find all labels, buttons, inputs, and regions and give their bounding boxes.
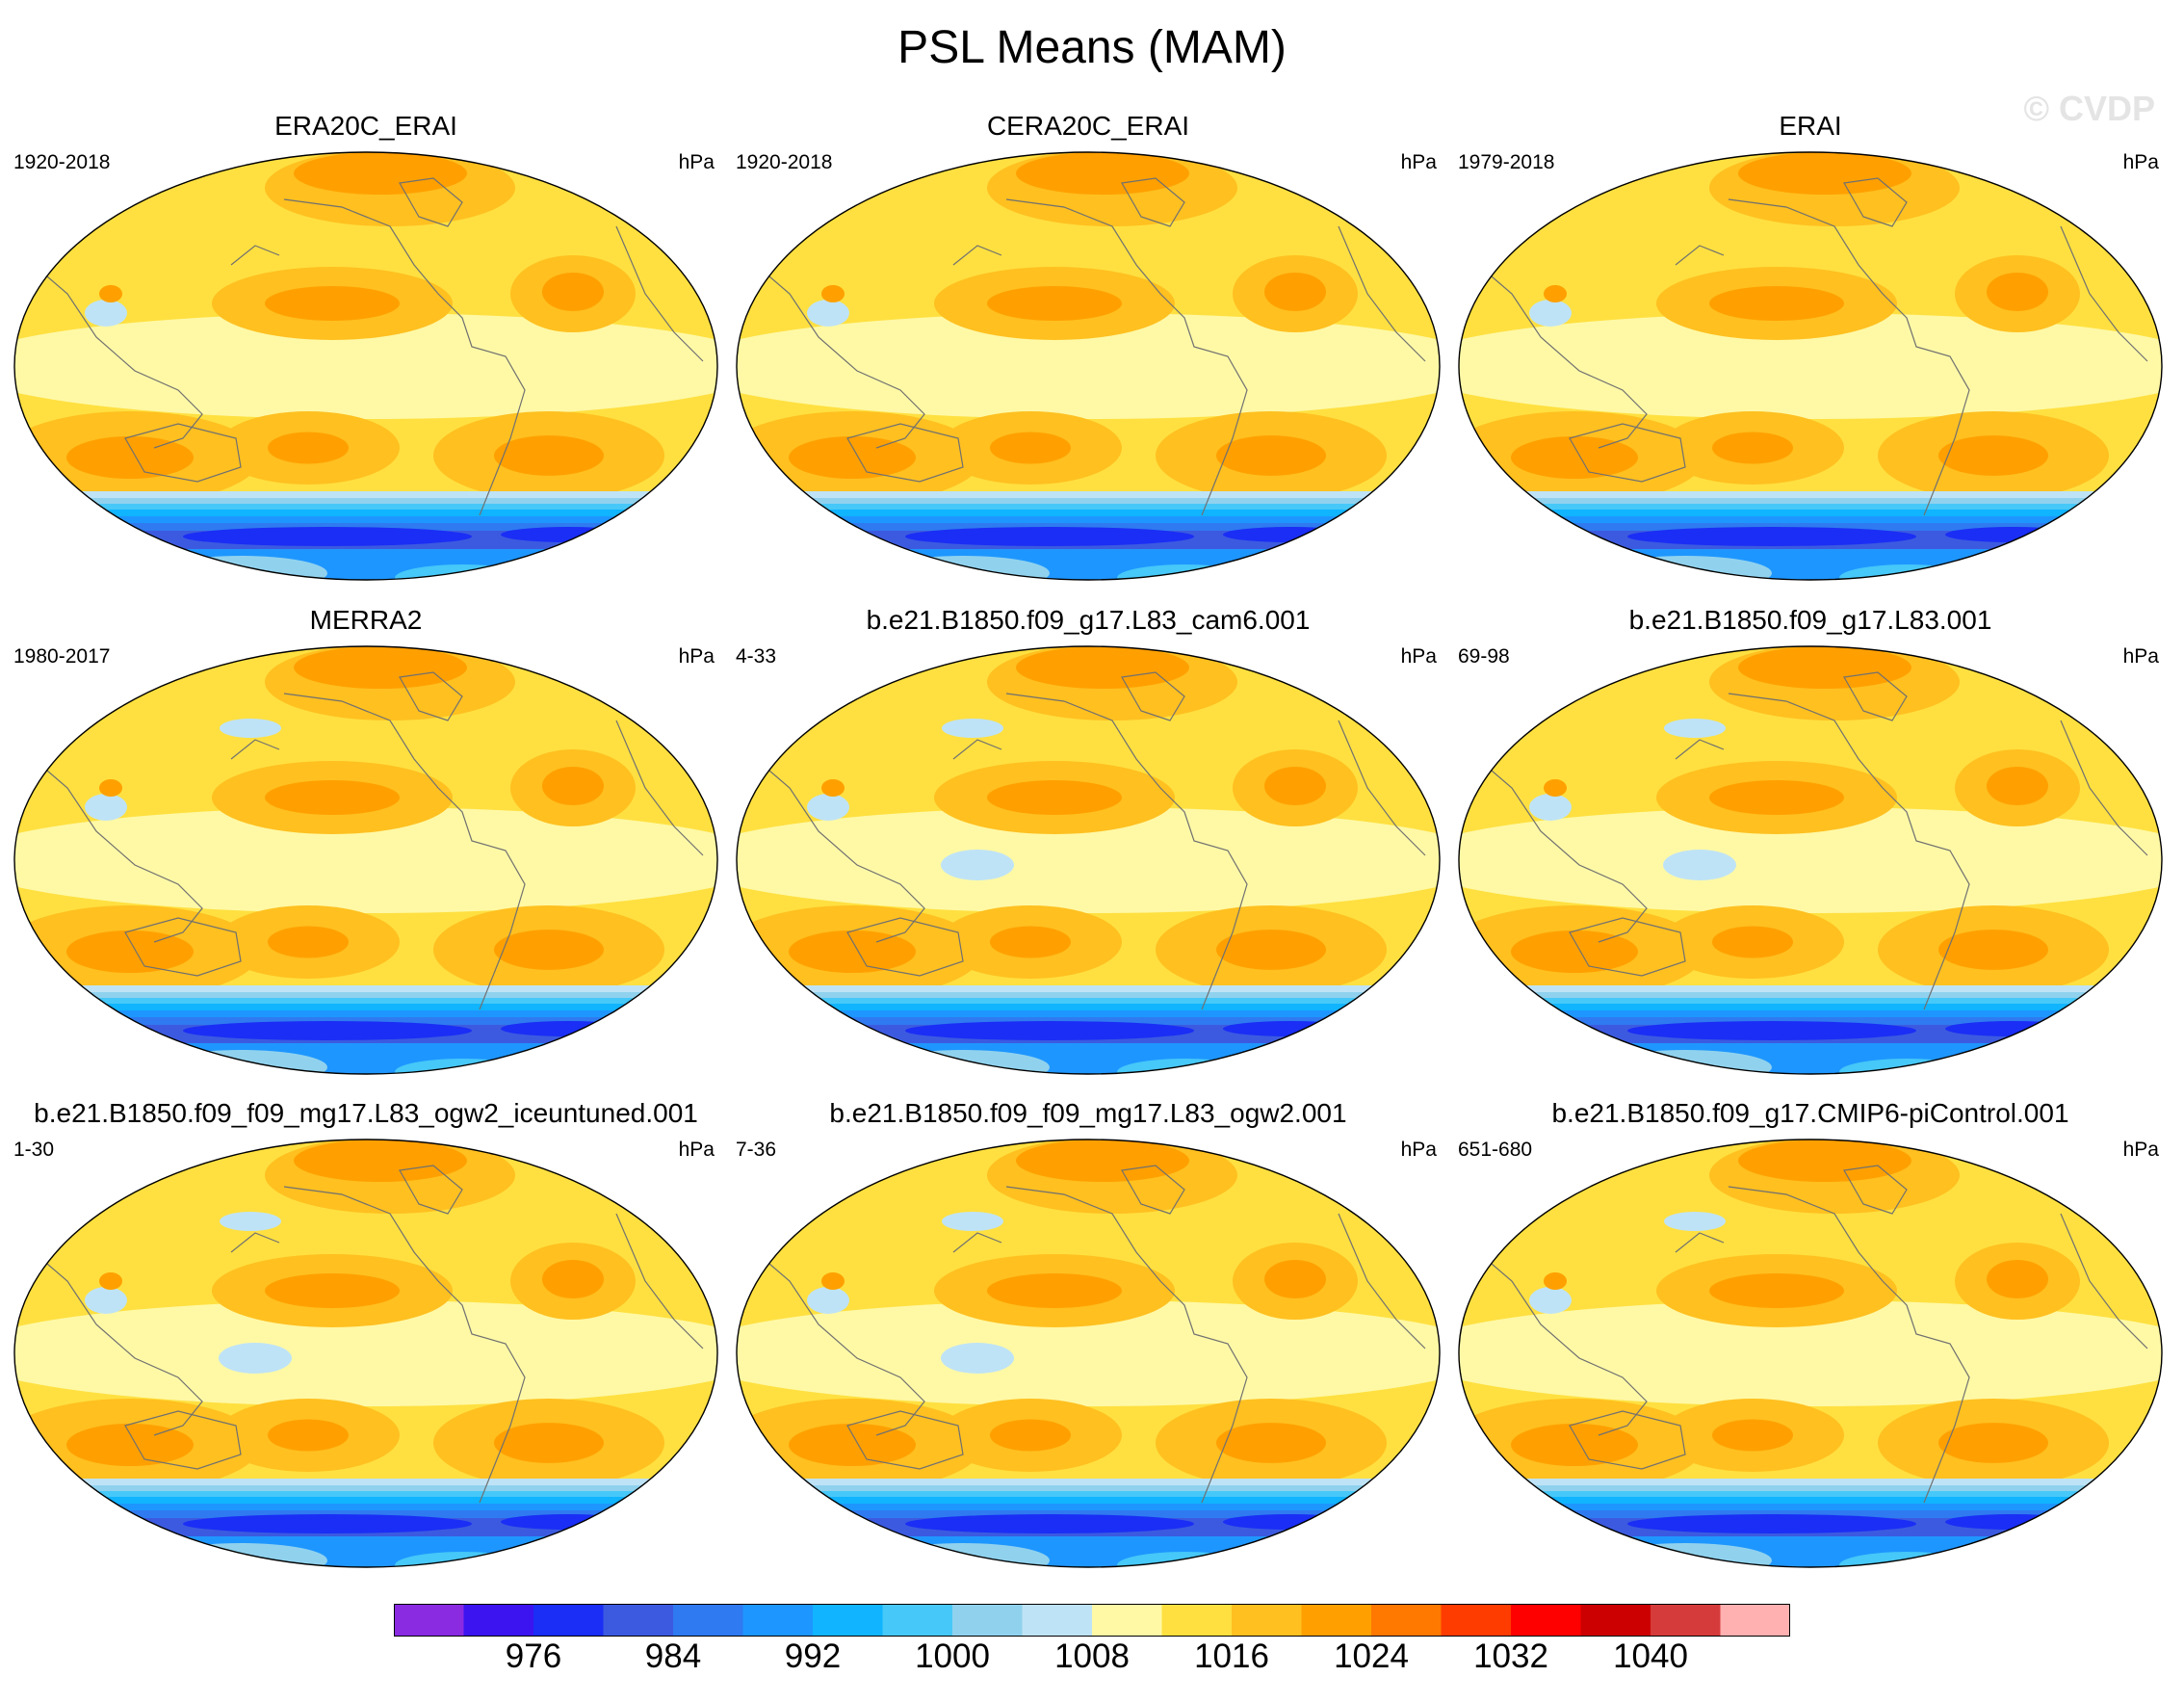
map-outline (736, 1139, 1441, 1568)
map-outline (736, 151, 1441, 581)
map-panel: b.e21.B1850.f09_f09_mg17.L83_ogw2.001 7-3… (732, 1098, 1444, 1568)
colorbar-swatch (1092, 1604, 1162, 1637)
panel-years: 69-98 (1458, 645, 1510, 668)
colorbar-swatch (533, 1604, 604, 1637)
colorbar-tick-label: 984 (644, 1638, 702, 1675)
colorbar-labels: 976 984 992 1000 1008 1016 1024 1032 1040 (0, 1638, 2184, 1676)
panel-title: ERA20C_ERAI (274, 111, 457, 141)
colorbar-tick-label: 976 (505, 1638, 562, 1675)
colorbar-swatch (394, 1604, 464, 1637)
colorbar-tick-label: 1024 (1334, 1638, 1409, 1675)
panel-units: hPa (2122, 1139, 2159, 1161)
colorbar-swatch (1371, 1604, 1442, 1637)
cvdp-watermark: © CVDP (2023, 89, 2155, 128)
panel-years: 1920-2018 (736, 151, 833, 173)
panel-years: 4-33 (736, 645, 777, 668)
psl-map (1458, 151, 2163, 581)
colorbar-swatch (1651, 1604, 1721, 1637)
psl-map (736, 151, 1441, 581)
psl-map (13, 151, 718, 581)
panel-years: 7-36 (736, 1139, 777, 1161)
panel-years: 1980-2017 (13, 645, 111, 668)
colorbar-tick-label: 1000 (915, 1638, 990, 1675)
map-panel: b.e21.B1850.f09_f09_mg17.L83_ogw2_iceunt… (10, 1098, 722, 1568)
map-outline (736, 645, 1441, 1075)
psl-map (1458, 645, 2163, 1075)
map-panel: b.e21.B1850.f09_g17.CMIP6-piControl.001 6… (1454, 1098, 2167, 1568)
psl-map (1458, 1139, 2163, 1568)
colorbar-swatch (882, 1604, 952, 1637)
map-outline (13, 151, 718, 581)
map-panel: CERA20C_ERAI 1920-2018 hPa (732, 111, 1444, 581)
panel-units: hPa (2122, 151, 2159, 173)
colorbar (394, 1604, 1790, 1637)
colorbar-swatch (1022, 1604, 1092, 1637)
map-outline (13, 1139, 718, 1568)
psl-map (736, 1139, 1441, 1568)
panel-units: hPa (1400, 151, 1437, 173)
panel-title: b.e21.B1850.f09_g17.L83_cam6.001 (866, 605, 1311, 635)
colorbar-swatch (952, 1604, 1023, 1637)
map-outline (1458, 645, 2163, 1075)
colorbar-tick-label: 992 (784, 1638, 842, 1675)
panel-title: b.e21.B1850.f09_f09_mg17.L83_ogw2_iceunt… (34, 1098, 698, 1128)
panel-years: 1979-2018 (1458, 151, 1555, 173)
colorbar-tick-label: 1016 (1194, 1638, 1269, 1675)
colorbar-swatch (742, 1604, 813, 1637)
map-outline (1458, 151, 2163, 581)
panel-years: 1-30 (13, 1139, 55, 1161)
panel-units: hPa (1400, 645, 1437, 668)
panel-units: hPa (678, 151, 715, 173)
panel-years: 651-680 (1458, 1139, 1533, 1161)
colorbar-swatch (1232, 1604, 1302, 1637)
psl-map (13, 645, 718, 1075)
panel-units: hPa (678, 1139, 715, 1161)
map-panel: ERA20C_ERAI 1920-2018 hPa (10, 111, 722, 581)
panel-title: b.e21.B1850.f09_f09_mg17.L83_ogw2.001 (829, 1098, 1347, 1128)
panel-title: b.e21.B1850.f09_g17.CMIP6-piControl.001 (1551, 1098, 2069, 1128)
panel-title: b.e21.B1850.f09_g17.L83.001 (1628, 605, 1992, 635)
map-outline (1458, 1139, 2163, 1568)
panel-title: CERA20C_ERAI (986, 111, 1190, 141)
map-panel: b.e21.B1850.f09_g17.L83.001 69-98 hPa (1454, 605, 2167, 1075)
psl-map (13, 1139, 718, 1568)
map-panel: b.e21.B1850.f09_g17.L83_cam6.001 4-33 hPa (732, 605, 1444, 1075)
colorbar-swatch (1511, 1604, 1581, 1637)
map-outline (13, 645, 718, 1075)
panel-title: ERAI (1779, 111, 1842, 141)
colorbar-swatch (603, 1604, 673, 1637)
panel-units: hPa (2122, 645, 2159, 668)
map-panel: ERAI 1979-2018 hPa (1454, 111, 2167, 581)
panel-years: 1920-2018 (13, 151, 111, 173)
colorbar-tick-label: 1040 (1613, 1638, 1688, 1675)
colorbar-swatch (1580, 1604, 1651, 1637)
colorbar-swatch (463, 1604, 533, 1637)
colorbar-swatch (1441, 1604, 1511, 1637)
colorbar-tick-label: 1032 (1473, 1638, 1548, 1675)
panel-title: MERRA2 (309, 605, 423, 635)
colorbar-swatch (1161, 1604, 1232, 1637)
colorbar-swatch (813, 1604, 883, 1637)
panel-units: hPa (678, 645, 715, 668)
colorbar-swatch (673, 1604, 743, 1637)
colorbar-swatch (1720, 1604, 1790, 1637)
colorbar-tick-label: 1008 (1054, 1638, 1130, 1675)
map-panel: MERRA2 1980-2017 hPa (10, 605, 722, 1075)
panel-units: hPa (1400, 1139, 1437, 1161)
figure-title: PSL Means (MAM) (897, 22, 1287, 73)
colorbar-swatch (1301, 1604, 1371, 1637)
psl-map (736, 645, 1441, 1075)
